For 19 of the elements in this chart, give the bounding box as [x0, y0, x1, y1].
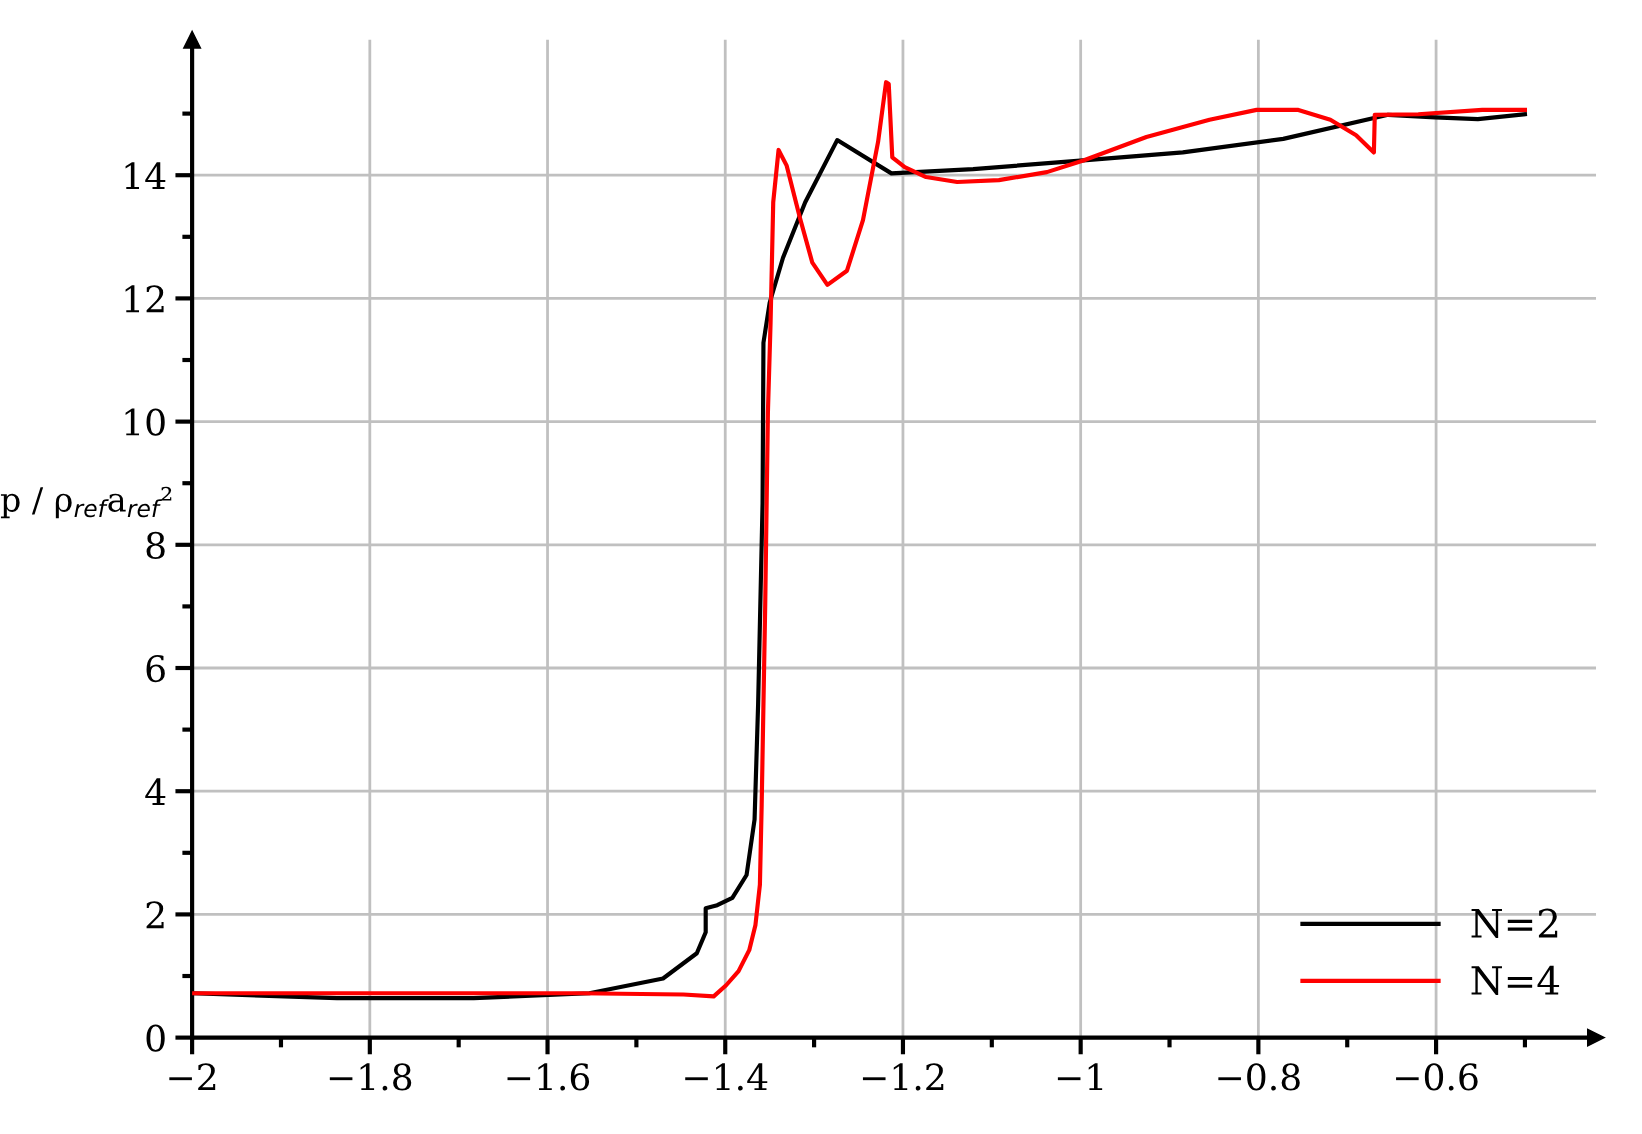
- x-tick-label: −1.4: [685, 1063, 768, 1091]
- x-tick-label: −0.6: [1396, 1063, 1478, 1091]
- y-tick-label: 4: [145, 778, 166, 805]
- y-tick-label: 6: [146, 654, 165, 683]
- x-tick-label: −1.6: [507, 1063, 590, 1091]
- x-tick-label: −2: [169, 1063, 216, 1091]
- x-tick-label: −1: [1057, 1063, 1103, 1091]
- y-tick-label: 8: [146, 531, 165, 560]
- y-tick-label: 10: [125, 408, 165, 436]
- legend-label: N=4: [1471, 965, 1560, 996]
- y-axis-title: p / ρ$_{ref}$a$_{ref}$²: [0, 486, 172, 519]
- y-tick-label: 2: [146, 901, 164, 929]
- x-tick-label: −1.8: [329, 1063, 412, 1091]
- y-tick-label: 14: [125, 162, 166, 189]
- x-tick-label: −1.2: [862, 1063, 944, 1091]
- x-tick-label: −0.8: [1218, 1063, 1300, 1091]
- y-tick-label: 0: [146, 1024, 165, 1052]
- y-tick-label: 12: [125, 285, 164, 313]
- legend-label: N=2: [1471, 908, 1558, 938]
